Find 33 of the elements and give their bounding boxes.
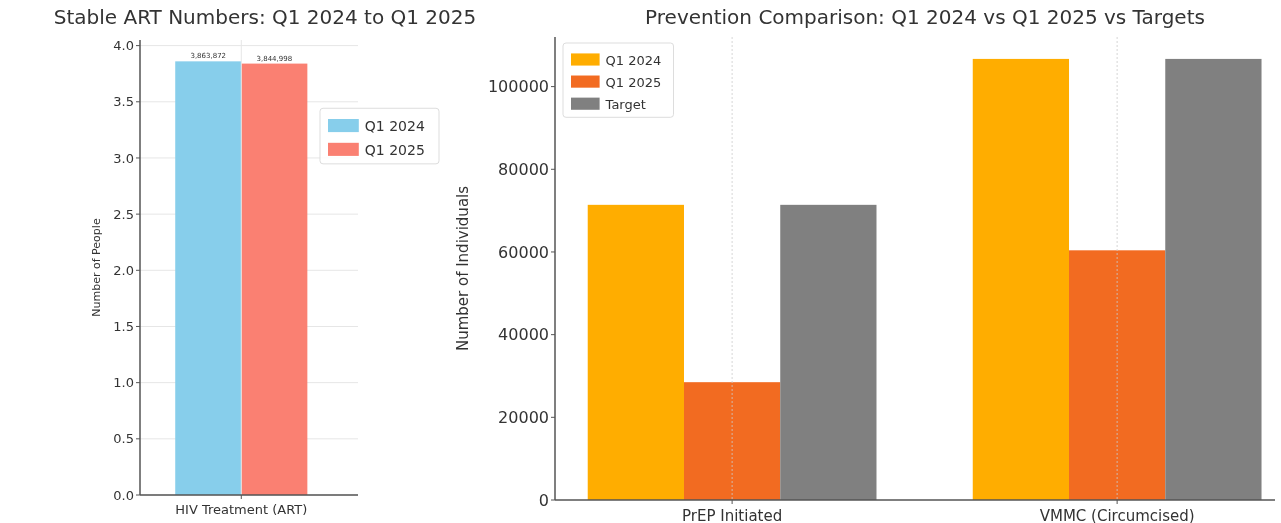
bar: [780, 204, 877, 500]
y-tick-label: 1.5: [113, 319, 134, 335]
bar: [683, 382, 781, 500]
y-tick-label: 0: [538, 490, 549, 510]
x-tick-label: VMMC (Circumcised): [1039, 507, 1195, 523]
chart-title: Prevention Comparison: Q1 2024 vs Q1 2025 vs Targets: [645, 5, 1205, 29]
y-tick-label: 0.5: [113, 431, 134, 447]
y-axis-title: Number of People: [90, 218, 103, 317]
y-tick-label: 3.0: [113, 150, 134, 166]
y-tick-label: 100000: [487, 77, 549, 97]
legend-label: Q1 2025: [364, 141, 425, 158]
y-tick-label: 2.5: [113, 206, 134, 222]
bar: [587, 204, 684, 500]
y-tick-label: 0.0: [113, 487, 134, 503]
y-axis-title: Number of Individuals: [454, 185, 472, 352]
legend-label: Q1 2024: [364, 118, 425, 135]
chart-title: Stable ART Numbers: Q1 2024 to Q1 2025: [53, 5, 477, 29]
y-tick-label: 1.0: [113, 375, 134, 391]
x-tick-label: PrEP Initiated: [682, 507, 783, 523]
y-tick-label: 2.0: [113, 262, 134, 278]
legend-label: Target: [604, 96, 646, 112]
y-tick-label: 80000: [498, 159, 549, 179]
bar: [1165, 58, 1262, 500]
y-tick-label: 40000: [498, 325, 549, 345]
bar: [972, 58, 1070, 500]
legend-label: Q1 2025: [605, 74, 662, 90]
x-tick-label: HIV Treatment (ART): [175, 502, 308, 517]
y-tick-label: 20000: [498, 407, 549, 427]
legend-label: Q1 2024: [605, 52, 662, 68]
bar: [1069, 250, 1166, 500]
y-tick-label: 3.5: [113, 94, 134, 110]
y-tick-label: 4.0: [113, 38, 134, 54]
y-tick-label: 60000: [498, 242, 549, 262]
